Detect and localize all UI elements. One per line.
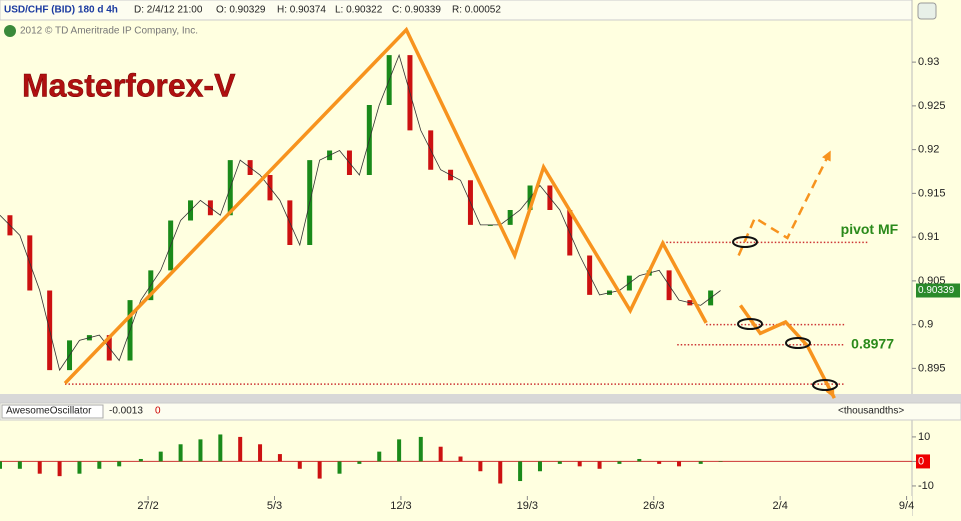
panel-divider xyxy=(0,394,961,403)
x-tick-label: 26/3 xyxy=(643,500,664,512)
oscillator-bar xyxy=(17,461,22,469)
markers xyxy=(732,236,838,391)
y-tick-label: 0.92 xyxy=(918,144,939,156)
oscillator-bar xyxy=(317,461,322,479)
x-tick-label: 12/3 xyxy=(390,500,411,512)
oscillator-bar xyxy=(158,451,163,462)
chart-title: Masterforex-V xyxy=(22,67,236,103)
oscillator-bar xyxy=(357,461,362,464)
price-line xyxy=(0,53,721,372)
oscillator-bar xyxy=(498,461,503,484)
oscillator-bar xyxy=(337,461,342,474)
oscillator-bar xyxy=(198,439,203,462)
oscillator-bar xyxy=(258,444,263,462)
oscillator-bar xyxy=(418,436,423,462)
pattern-line xyxy=(739,304,836,399)
oscillator-bar xyxy=(518,461,523,482)
marker xyxy=(812,379,838,391)
price-tag: 0.90339 xyxy=(918,285,955,296)
oscillator-bar xyxy=(218,434,223,462)
arrow-head xyxy=(822,150,831,162)
oscillator-bar xyxy=(677,461,682,467)
oscillator-bar xyxy=(537,461,542,472)
oscillator-bar xyxy=(698,461,703,464)
oscillator-bar xyxy=(57,461,62,477)
oscillator-bar xyxy=(97,461,102,469)
x-tick-label: 2/4 xyxy=(773,500,788,512)
oscillator-bar xyxy=(597,461,602,469)
y-tick-label: 0.895 xyxy=(918,362,946,374)
level-label: pivot MF xyxy=(841,221,899,237)
oscillator-bar xyxy=(397,439,402,462)
oscillator-bar xyxy=(178,444,183,462)
settings-button[interactable] xyxy=(917,2,937,20)
oscillator-bar xyxy=(0,461,2,469)
open: O: 0.90329 xyxy=(216,5,266,16)
x-axis-band xyxy=(0,496,912,516)
oscillator-bar xyxy=(478,461,483,472)
indicator-box[interactable] xyxy=(1,404,104,419)
oscillator-bar xyxy=(657,461,662,464)
oscillator-bar xyxy=(577,461,582,467)
candle xyxy=(487,224,493,226)
oscillator-bar xyxy=(238,436,243,462)
y-tick-label: -10 xyxy=(918,480,934,492)
y-tick-label: 0.925 xyxy=(918,100,946,112)
y-tick-label: 0.91 xyxy=(918,231,939,243)
oscillator-bar xyxy=(637,458,642,462)
zero-box xyxy=(916,454,930,469)
oscillator-bar xyxy=(617,461,622,464)
oscillator-bar xyxy=(77,461,82,474)
x-tick-label: 19/3 xyxy=(517,500,538,512)
oscillator-bar xyxy=(377,451,382,462)
y-tick-label: 0.9 xyxy=(918,319,933,331)
indicator-value: -0.0013 xyxy=(109,406,143,417)
unit-label: <thousandths> xyxy=(838,406,904,417)
marker xyxy=(737,318,763,330)
y-tick-label: 0.915 xyxy=(918,187,946,199)
marker xyxy=(732,236,758,248)
oscillator-bar xyxy=(277,454,282,462)
oscillator-bar xyxy=(557,461,562,464)
copyright: 2012 © TD Ameritrade IP Company, Inc. xyxy=(20,26,198,37)
y-tick-label: 0.93 xyxy=(918,56,939,68)
oscillator-bar xyxy=(117,461,122,467)
x-tick-label: 9/4 xyxy=(899,500,914,512)
symbol: USD/CHF (BID) 180 d 4h xyxy=(4,5,118,16)
price-tag-box xyxy=(916,283,960,298)
oscillator-bar xyxy=(438,446,443,462)
pattern-line xyxy=(63,26,708,385)
y-tick-label: 10 xyxy=(918,431,930,443)
oscillator-bar xyxy=(297,461,302,469)
oscillator-bar xyxy=(458,456,463,462)
date: D: 2/4/12 21:00 xyxy=(134,5,203,16)
x-tick-label: 5/3 xyxy=(267,500,282,512)
indicator-name: AwesomeOscillator xyxy=(6,406,92,417)
marker xyxy=(785,337,811,349)
logo xyxy=(4,25,16,37)
oscillator-bar xyxy=(718,461,723,462)
range: R: 0.00052 xyxy=(452,5,501,16)
oscillator-bar xyxy=(37,461,42,474)
high: H: 0.90374 xyxy=(277,5,326,16)
low: L: 0.90322 xyxy=(335,5,383,16)
close: C: 0.90339 xyxy=(392,5,441,16)
zero-value: 0 xyxy=(155,406,161,417)
x-tick-label: 27/2 xyxy=(137,500,158,512)
level-label: 0.8977 xyxy=(851,335,894,351)
oscillator-header xyxy=(0,402,961,421)
y-tick-label: 0 xyxy=(918,455,924,467)
oscillator-bar xyxy=(138,458,143,462)
